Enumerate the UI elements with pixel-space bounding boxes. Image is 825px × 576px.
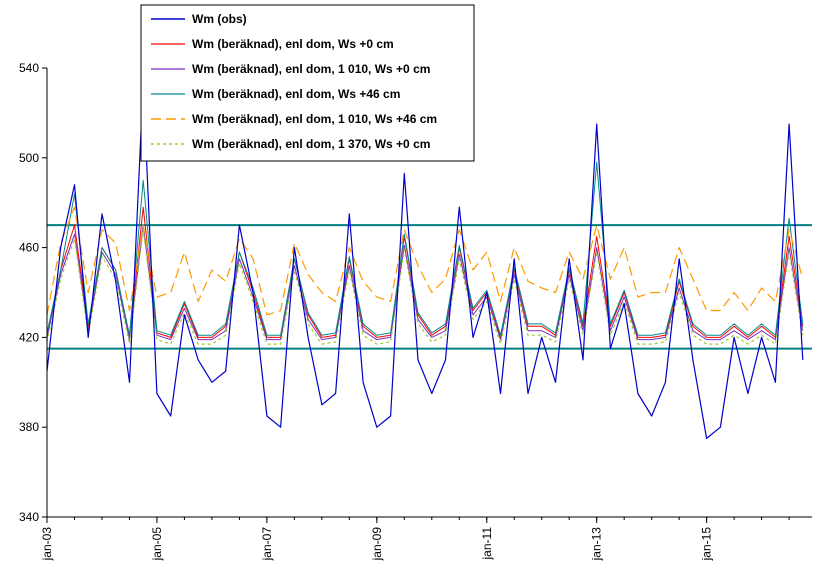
x-tick-label: jan-15: [700, 527, 714, 562]
legend-box: [140, 4, 475, 162]
y-tick-label: 460: [19, 241, 39, 255]
series-layer: [46, 83, 804, 439]
y-tick-label: 500: [19, 151, 39, 165]
legend-label: Wm (beräknad), enl dom, 1 010, Ws +46 cm: [192, 112, 437, 126]
series-line: [46, 206, 804, 338]
x-tick-label: jan-07: [260, 527, 274, 562]
legend: Wm (obs) Wm (beräknad), enl dom, Ws +0 cm…: [140, 4, 475, 162]
x-tick-label: jan-11: [480, 527, 494, 561]
series-line: [46, 161, 804, 336]
y-tick-label: 540: [19, 61, 39, 75]
axes: 340 380 420 460 500 540 jan-03 jan-05 jan-07 jan-…: [19, 61, 812, 561]
series-line: [46, 83, 804, 439]
legend-label: Wm (obs): [192, 12, 247, 26]
x-tick-label: jan-09: [370, 527, 384, 562]
series-line: [46, 206, 804, 316]
y-tick-label: 420: [19, 330, 39, 344]
series-line: [46, 229, 804, 345]
y-tick-label: 380: [19, 420, 39, 434]
reference-lines: [47, 224, 812, 350]
legend-label: Wm (beräknad), enl dom, Ws +46 cm: [192, 87, 400, 101]
y-tick-label: 340: [19, 510, 39, 524]
legend-label: Wm (beräknad), enl dom, 1 370, Ws +0 cm: [192, 137, 430, 151]
x-tick-label: jan-05: [150, 527, 164, 562]
x-tick-label: jan-13: [590, 527, 604, 562]
legend-label: Wm (beräknad), enl dom, 1 010, Ws +0 cm: [192, 62, 430, 76]
series-line: [46, 224, 804, 341]
x-tick-label: jan-03: [40, 527, 54, 562]
legend-label: Wm (beräknad), enl dom, Ws +0 cm: [192, 37, 394, 51]
